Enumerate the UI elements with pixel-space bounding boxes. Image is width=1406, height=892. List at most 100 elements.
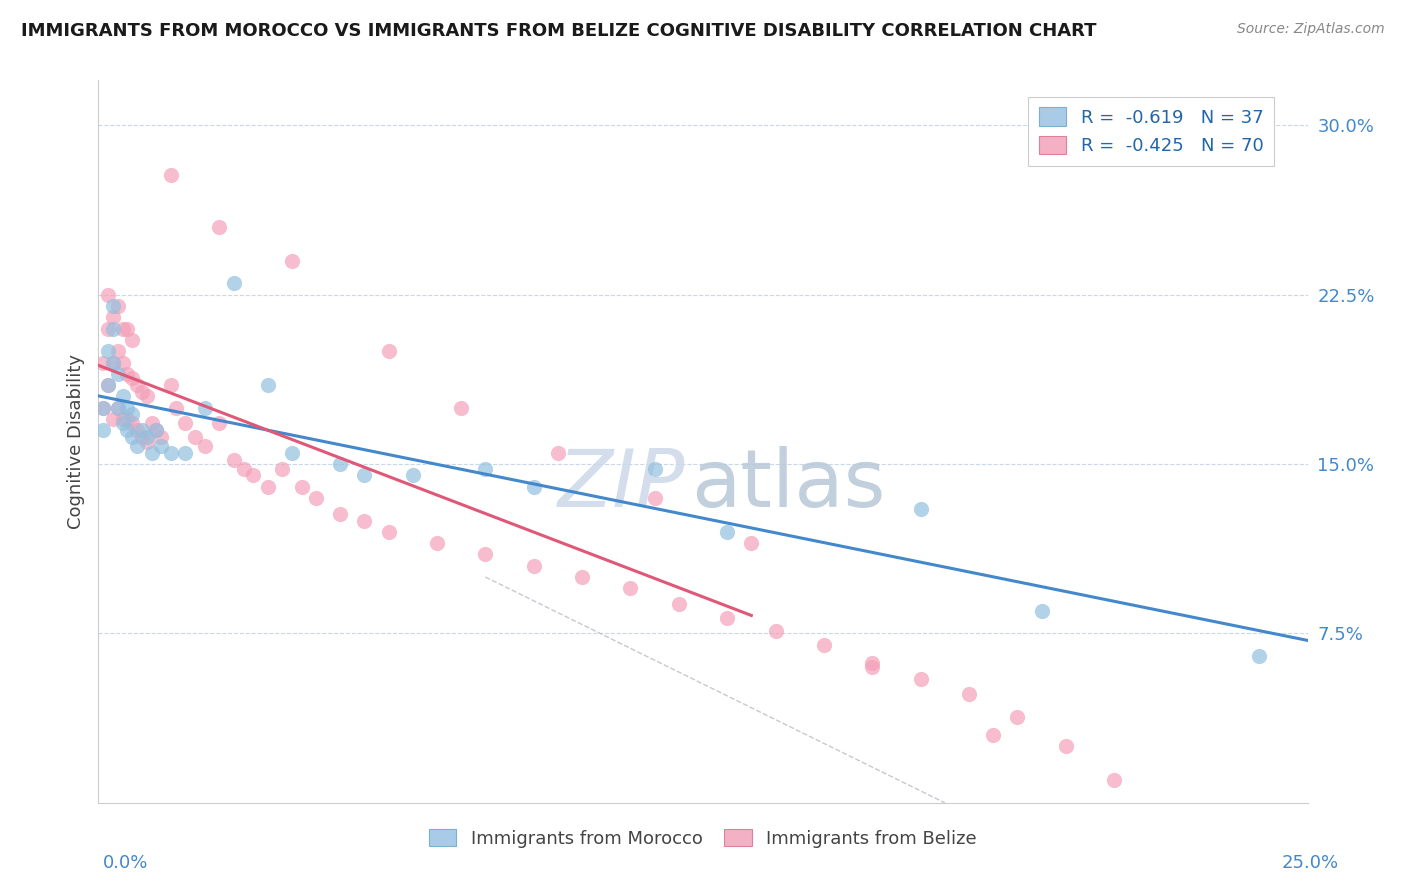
Point xyxy=(1031,604,1053,618)
Point xyxy=(107,367,129,381)
Point xyxy=(426,536,449,550)
Point xyxy=(619,582,641,596)
Point xyxy=(107,401,129,415)
Point xyxy=(97,378,120,392)
Point xyxy=(117,412,139,426)
Point xyxy=(353,514,375,528)
Point xyxy=(121,417,143,431)
Text: Source: ZipAtlas.com: Source: ZipAtlas.com xyxy=(1237,22,1385,37)
Point xyxy=(97,344,120,359)
Point xyxy=(208,220,231,235)
Point xyxy=(101,355,124,369)
Point xyxy=(765,624,787,639)
Point xyxy=(131,384,153,399)
Point xyxy=(1249,648,1271,663)
Point xyxy=(910,672,932,686)
Point xyxy=(117,321,139,335)
Point xyxy=(101,412,124,426)
Point xyxy=(111,321,134,335)
Point xyxy=(121,408,143,422)
Text: IMMIGRANTS FROM MOROCCO VS IMMIGRANTS FROM BELIZE COGNITIVE DISABILITY CORRELATI: IMMIGRANTS FROM MOROCCO VS IMMIGRANTS FR… xyxy=(21,22,1097,40)
Point xyxy=(232,461,254,475)
Point xyxy=(107,344,129,359)
Point xyxy=(860,660,883,674)
Point xyxy=(160,168,183,182)
Point xyxy=(290,480,312,494)
Point xyxy=(117,423,139,437)
Point xyxy=(101,321,124,335)
Point xyxy=(117,367,139,381)
Point xyxy=(111,417,134,431)
Point xyxy=(135,430,157,444)
Point xyxy=(523,480,546,494)
Point xyxy=(222,277,245,291)
Point xyxy=(111,389,134,403)
Point xyxy=(222,452,245,467)
Legend: Immigrants from Morocco, Immigrants from Belize: Immigrants from Morocco, Immigrants from… xyxy=(422,822,984,855)
Point xyxy=(111,355,134,369)
Point xyxy=(150,439,173,453)
Point xyxy=(184,430,207,444)
Point xyxy=(329,507,352,521)
Point xyxy=(135,389,157,403)
Point xyxy=(716,524,738,539)
Point xyxy=(571,570,593,584)
Point xyxy=(121,371,143,385)
Text: 25.0%: 25.0% xyxy=(1281,855,1339,872)
Point xyxy=(131,430,153,444)
Point xyxy=(329,457,352,471)
Point xyxy=(668,597,690,611)
Text: 0.0%: 0.0% xyxy=(103,855,148,872)
Point xyxy=(117,401,139,415)
Point xyxy=(194,439,217,453)
Point xyxy=(1007,710,1029,724)
Point xyxy=(101,299,124,313)
Point xyxy=(145,423,167,437)
Point xyxy=(101,310,124,325)
Point xyxy=(107,401,129,415)
Point xyxy=(91,401,114,415)
Point xyxy=(1102,773,1125,788)
Point xyxy=(353,468,375,483)
Point xyxy=(256,378,278,392)
Point xyxy=(256,480,278,494)
Point xyxy=(981,728,1004,742)
Point xyxy=(242,468,264,483)
Point xyxy=(547,446,569,460)
Point xyxy=(910,502,932,516)
Point xyxy=(474,461,496,475)
Text: ZIP: ZIP xyxy=(558,446,685,524)
Point xyxy=(377,524,399,539)
Point xyxy=(160,446,183,460)
Point xyxy=(91,355,114,369)
Point xyxy=(101,355,124,369)
Point xyxy=(860,656,883,670)
Point xyxy=(271,461,294,475)
Point xyxy=(644,491,666,505)
Point xyxy=(165,401,187,415)
Point xyxy=(141,446,163,460)
Point xyxy=(135,434,157,449)
Point xyxy=(1054,739,1077,754)
Point xyxy=(281,253,304,268)
Point xyxy=(127,378,149,392)
Point xyxy=(141,417,163,431)
Point xyxy=(121,430,143,444)
Point xyxy=(377,344,399,359)
Text: atlas: atlas xyxy=(690,446,886,524)
Point xyxy=(644,461,666,475)
Point xyxy=(174,446,197,460)
Point xyxy=(281,446,304,460)
Point xyxy=(740,536,762,550)
Point xyxy=(305,491,328,505)
Point xyxy=(131,423,153,437)
Point xyxy=(107,299,129,313)
Point xyxy=(523,558,546,573)
Point xyxy=(957,687,980,701)
Point xyxy=(127,423,149,437)
Point xyxy=(402,468,425,483)
Point xyxy=(194,401,217,415)
Point xyxy=(716,610,738,624)
Point xyxy=(97,287,120,301)
Point xyxy=(474,548,496,562)
